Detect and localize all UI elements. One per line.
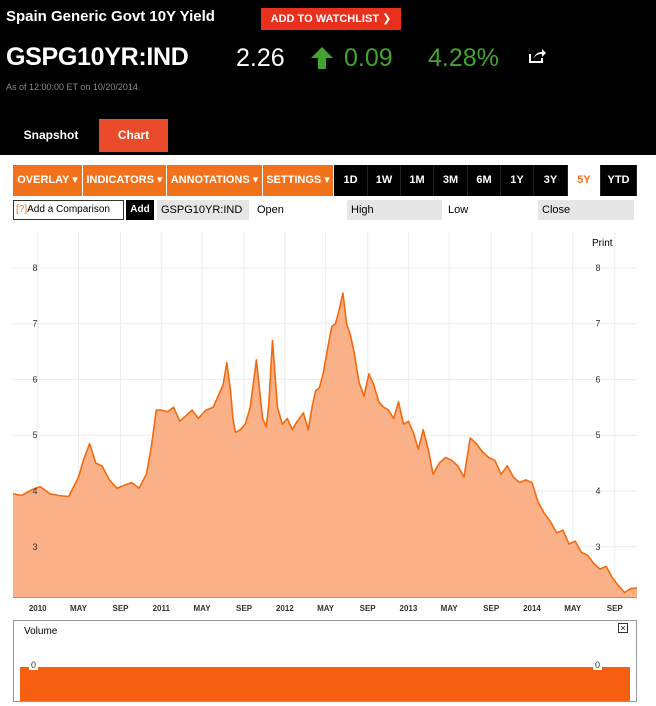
x-tick-label: SEP: [607, 604, 624, 613]
series-area: [13, 293, 637, 597]
page-title: Spain Generic Govt 10Y Yield: [6, 8, 215, 25]
range-3y-button[interactable]: 3Y: [534, 165, 568, 196]
chart-toolbar: OVERLAY ▾ INDICATORS ▾ ANNOTATIONS ▾ SET…: [13, 165, 637, 196]
volume-zero-label-right: 0: [593, 660, 603, 670]
yield-chart[interactable]: 3 3 4 4 5 5 6 6 7 7 8 8 2010 MAY SEP 2011 MAY SEP 2012 MAY S…: [13, 232, 637, 620]
annotations-menu[interactable]: ANNOTATIONS ▾: [167, 165, 263, 196]
settings-menu[interactable]: SETTINGS ▾: [263, 165, 334, 196]
y-tick-label-left: 5: [32, 430, 37, 440]
price-change-percent: 4.28%: [428, 44, 499, 72]
quote-header: Spain Generic Govt 10Y Yield ADD TO WATC…: [0, 0, 656, 155]
range-5y-button[interactable]: 5Y: [568, 165, 601, 196]
arrow-up-icon: [311, 47, 333, 69]
x-tick-label: MAY: [317, 604, 335, 613]
range-6m-button[interactable]: 6M: [468, 165, 501, 196]
x-tick-label: SEP: [236, 604, 253, 613]
y-tick-label-left: 4: [32, 486, 37, 496]
high-cell: High: [347, 200, 442, 220]
close-icon[interactable]: ×: [618, 623, 628, 633]
volume-label: Volume: [24, 626, 58, 637]
add-comparison-input[interactable]: [?]Add a Comparison: [13, 200, 124, 220]
range-1w-button[interactable]: 1W: [368, 165, 401, 196]
tab-snapshot[interactable]: Snapshot: [4, 119, 98, 152]
x-tick-label: SEP: [483, 604, 500, 613]
last-price: 2.26: [236, 44, 285, 72]
add-comparison-button[interactable]: Add: [126, 200, 154, 220]
y-tick-label-right: 8: [595, 263, 600, 273]
comparison-placeholder: Add a Comparison: [27, 204, 110, 215]
close-cell: Close: [538, 200, 634, 220]
x-tick-label: SEP: [112, 604, 129, 613]
range-ytd-button[interactable]: YTD: [601, 165, 637, 196]
x-tick-label: MAY: [441, 604, 459, 613]
help-icon[interactable]: [?]: [16, 204, 28, 215]
indicators-menu[interactable]: INDICATORS ▾: [83, 165, 167, 196]
volume-zero-label-left: 0: [29, 660, 39, 670]
y-tick-label-left: 3: [32, 542, 37, 552]
range-3m-button[interactable]: 3M: [434, 165, 468, 196]
y-tick-label-right: 7: [595, 319, 600, 329]
x-tick-label: MAY: [70, 604, 88, 613]
chevron-right-icon: ❯: [382, 13, 392, 25]
y-tick-label-right: 3: [595, 542, 600, 552]
low-cell: Low: [448, 204, 469, 216]
symbol-cell: GSPG10YR:IND: [157, 200, 249, 220]
add-to-watchlist-label: ADD TO WATCHLIST: [270, 13, 380, 25]
volume-panel: Volume ×: [13, 620, 637, 702]
volume-bar: [20, 667, 630, 701]
x-tick-label: SEP: [360, 604, 377, 613]
print-link[interactable]: Print: [592, 238, 613, 249]
range-1d-button[interactable]: 1D: [334, 165, 368, 196]
y-tick-label-right: 4: [595, 486, 600, 496]
y-tick-label-left: 6: [32, 374, 37, 384]
as-of-timestamp: As of 12:00:00 ET on 10/20/2014.: [6, 82, 141, 92]
y-tick-label-right: 5: [595, 430, 600, 440]
range-1m-button[interactable]: 1M: [401, 165, 434, 196]
ticker-symbol: GSPG10YR:IND: [6, 43, 189, 71]
x-tick-label: 2011: [153, 604, 171, 613]
x-tick-label: 2010: [29, 604, 47, 613]
share-icon[interactable]: [528, 48, 546, 64]
tab-chart[interactable]: Chart: [99, 119, 168, 152]
comparison-row: [?]Add a Comparison Add GSPG10YR:IND Ope…: [13, 199, 637, 221]
x-tick-label: 2014: [523, 604, 541, 613]
y-tick-label-left: 8: [32, 263, 37, 273]
x-tick-label: 2013: [400, 604, 418, 613]
open-cell: Open: [257, 204, 284, 216]
series-line: [13, 292, 637, 594]
y-tick-label-left: 7: [32, 319, 37, 329]
y-tick-label-right: 6: [595, 374, 600, 384]
add-to-watchlist-button[interactable]: ADD TO WATCHLIST ❯: [261, 8, 401, 30]
overlay-menu[interactable]: OVERLAY ▾: [13, 165, 83, 196]
price-change: 0.09: [344, 44, 393, 72]
x-tick-label: MAY: [564, 604, 582, 613]
x-tick-label: 2012: [276, 604, 294, 613]
x-tick-label: MAY: [194, 604, 212, 613]
range-1y-button[interactable]: 1Y: [501, 165, 534, 196]
